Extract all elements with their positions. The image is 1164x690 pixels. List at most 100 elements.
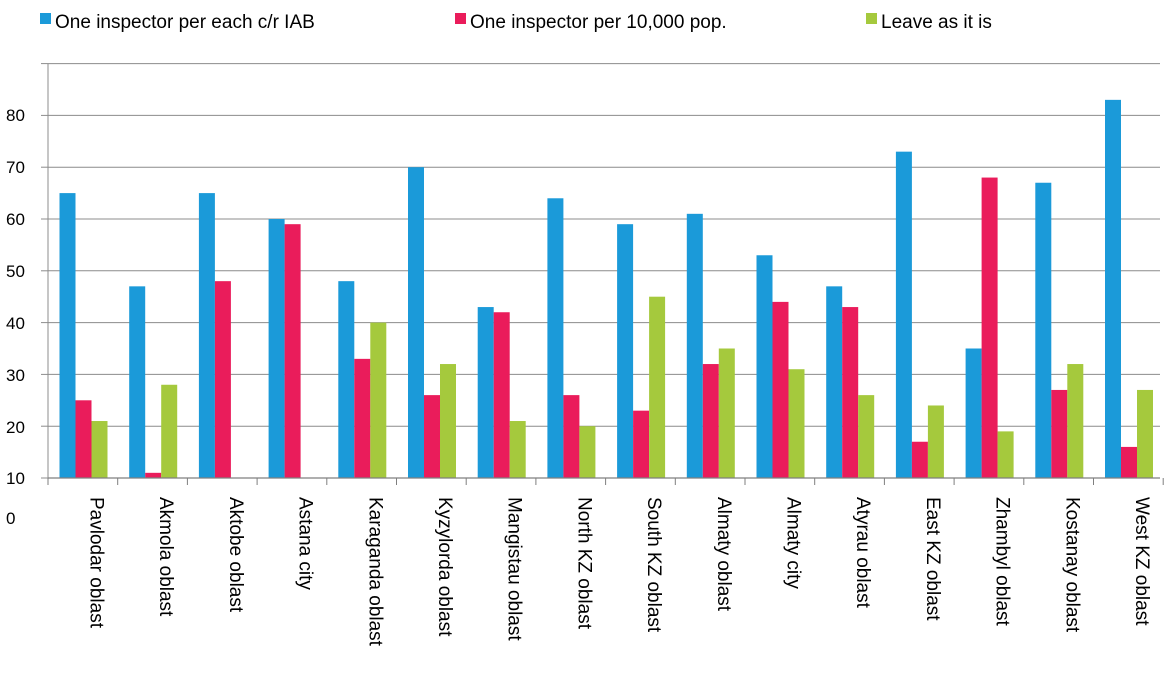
bar: [214, 281, 231, 478]
bar: [75, 400, 92, 478]
y-tick-label: 40: [6, 314, 25, 333]
bar: [354, 358, 371, 478]
legend-item: One inspector per 10,000 pop.: [455, 12, 727, 33]
category-group: [1105, 99, 1153, 479]
bar: [509, 421, 526, 478]
x-tick-label: Atyrau oblast: [852, 497, 873, 609]
bar: [145, 472, 162, 478]
bar: [579, 426, 596, 478]
y-tick-label: 30: [6, 366, 25, 385]
bar: [408, 167, 424, 478]
bar: [440, 364, 456, 478]
bar: [686, 213, 703, 478]
bar: [927, 405, 944, 478]
category-group: [129, 286, 178, 478]
legend-item: Leave as it is: [866, 12, 992, 33]
bar: [161, 384, 178, 478]
bar: [129, 286, 146, 478]
x-tick-label: Akmola oblast: [155, 497, 176, 617]
category-group: [965, 177, 1014, 478]
bar: [547, 198, 564, 478]
bar: [1137, 389, 1153, 478]
legend-item: One inspector per each c/r IAB: [40, 12, 315, 33]
bar: [895, 151, 912, 478]
bar: [198, 193, 215, 478]
x-tick-label: Astana city: [295, 497, 316, 590]
bar: [563, 395, 580, 478]
bar: [718, 348, 735, 478]
x-tick-label: East KZ oblast: [922, 497, 943, 621]
x-tick-label: Mangistau oblast: [504, 497, 525, 641]
category-group: [408, 167, 456, 478]
grid-lines: [41, 63, 1160, 479]
bar: [772, 301, 789, 478]
bar: [1035, 182, 1052, 479]
y-tick-label: 10: [6, 469, 25, 488]
x-tick-label: Pavlodar oblast: [86, 497, 107, 629]
x-tick-label: South KZ oblast: [643, 497, 664, 633]
bar: [633, 410, 650, 478]
category-group: [477, 307, 526, 478]
x-tick-label: West KZ oblast: [1131, 497, 1152, 626]
bar: [1105, 99, 1121, 479]
legend-label: One inspector per 10,000 pop.: [470, 12, 727, 33]
bar: [91, 421, 108, 478]
bar: [702, 364, 719, 478]
x-tick-label: Kyzylorda oblast: [434, 497, 455, 637]
legend: One inspector per each c/r IAB One inspec…: [40, 12, 992, 33]
y-tick-label: 50: [6, 262, 25, 281]
bar: [911, 441, 928, 478]
bar: [756, 255, 773, 478]
category-group: [198, 193, 231, 478]
bar: [477, 307, 494, 478]
bar: [858, 395, 875, 478]
y-tick-label: 80: [6, 106, 25, 125]
bar: [617, 224, 634, 478]
legend-label: One inspector per each c/r IAB: [55, 12, 315, 33]
category-group: [826, 286, 875, 478]
y-tick-label: 70: [6, 158, 25, 177]
x-tick-label: Kostanay oblast: [1061, 497, 1082, 633]
bar: [826, 286, 843, 478]
bar: [788, 369, 805, 478]
x-tick-label: Zhambyl oblast: [992, 497, 1013, 627]
x-axis-labels: Pavlodar oblast Akmola oblast Aktobe oblas…: [86, 497, 1153, 647]
category-group: [617, 224, 666, 478]
x-axis: [47, 477, 1164, 485]
category-group: [547, 198, 596, 478]
bar: [1121, 446, 1137, 478]
legend-swatch: [866, 13, 877, 24]
category-group: [338, 281, 387, 478]
legend-label: Leave as it is: [881, 12, 992, 33]
y-axis-ticks: 0 10 20 30 40 50 60 70 80: [6, 106, 25, 528]
bar: [338, 281, 355, 478]
bar: [1067, 364, 1084, 478]
category-group: [1035, 182, 1084, 479]
x-tick-label: Almaty oblast: [713, 497, 734, 612]
bars: [59, 99, 1153, 479]
y-tick-label: 20: [6, 418, 25, 437]
category-group: [686, 213, 735, 478]
bar: [965, 348, 982, 478]
x-tick-label: Karaganda oblast: [364, 497, 385, 647]
x-tick-label: North KZ oblast: [573, 497, 594, 630]
bar: [649, 296, 666, 478]
y-tick-label: 0: [6, 509, 15, 528]
category-group: [756, 255, 805, 478]
x-tick-label: Aktobe oblast: [225, 497, 246, 613]
bar: [981, 177, 998, 478]
x-tick-label: Almaty city: [783, 497, 804, 589]
bar: [370, 322, 387, 478]
bar: [284, 224, 301, 478]
bar: [493, 312, 510, 478]
category-group: [268, 219, 301, 478]
category-group: [895, 151, 944, 478]
bar: [997, 431, 1014, 478]
legend-swatch: [40, 13, 51, 24]
bar: [268, 219, 285, 478]
y-tick-label: 60: [6, 210, 25, 229]
bar: [842, 307, 859, 478]
legend-swatch: [455, 13, 466, 24]
category-group: [59, 193, 108, 478]
